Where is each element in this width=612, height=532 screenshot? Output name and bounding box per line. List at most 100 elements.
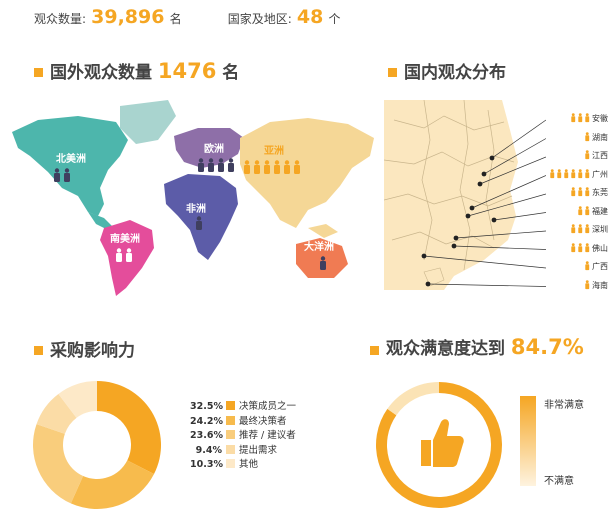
north-america-shape	[12, 116, 128, 216]
legend-value: 9.4%	[195, 444, 222, 456]
province-pins	[421, 119, 546, 287]
province-name: 福建	[592, 206, 608, 216]
legend-item: 23.6% 推荐 / 建议者	[190, 429, 296, 442]
person-icon	[585, 242, 590, 252]
province-leader-line	[427, 283, 546, 287]
person-icon	[578, 224, 583, 234]
person-icon	[571, 168, 576, 178]
province-row: 福建	[546, 205, 612, 219]
province-leader-line	[423, 255, 546, 269]
donut-slice-1	[97, 381, 161, 475]
province-people-icons	[571, 187, 590, 197]
legend-label: 其他	[239, 459, 259, 470]
person-icon	[208, 158, 214, 172]
legend-value: 23.6%	[190, 430, 223, 441]
person-icon	[585, 168, 590, 178]
legend-item: 32.5% 决策成员之一	[190, 400, 296, 413]
person-icon	[585, 205, 590, 215]
province-people-icons	[585, 279, 590, 289]
person-icon	[64, 168, 70, 182]
legend-swatch	[226, 459, 235, 468]
province-row: 深圳	[546, 223, 612, 237]
person-icon	[578, 205, 583, 215]
province-people-icons	[550, 168, 590, 178]
province-leader-line	[471, 175, 546, 209]
person-icon	[294, 160, 300, 174]
province-pin	[451, 243, 457, 249]
section-marker	[34, 68, 43, 77]
domestic-title: 国内观众分布	[404, 63, 506, 83]
section-marker	[388, 68, 397, 77]
province-row: 广西	[546, 260, 612, 274]
person-icon	[54, 168, 60, 182]
person-icon	[218, 158, 224, 172]
region-label-europe: 欧洲	[204, 142, 224, 155]
legend-swatch	[226, 415, 235, 425]
province-pin	[489, 155, 495, 161]
province-name: 深圳	[592, 225, 608, 234]
person-icon	[557, 168, 562, 178]
province-people-icons	[571, 224, 590, 234]
person-icon	[585, 279, 590, 289]
province-people-icons	[571, 113, 590, 123]
donut-slice-2	[70, 460, 155, 509]
person-icon	[578, 168, 583, 178]
donut-slice-5	[58, 381, 97, 418]
province-leader-line	[491, 119, 546, 159]
province-row: 安徽	[546, 112, 612, 126]
province-borders	[384, 100, 515, 271]
legend-swatch	[226, 401, 235, 410]
province-row: 东莞	[546, 186, 612, 200]
person-icon	[578, 242, 583, 252]
regions-unit: 个	[328, 12, 341, 26]
province-people-icons	[585, 131, 590, 141]
person-icon	[578, 187, 583, 197]
person-icon	[254, 160, 260, 174]
scale-low-label: 不满意	[544, 476, 574, 487]
person-icon	[126, 248, 132, 262]
province-pin	[465, 213, 471, 219]
province-leader-line	[479, 156, 546, 185]
legend-value: 32.5%	[190, 401, 223, 412]
thumbs-up-icon	[421, 419, 464, 467]
province-pin	[425, 281, 431, 287]
section-marker	[370, 346, 379, 355]
legend-swatch	[226, 444, 235, 454]
legend-label: 推荐 / 建议者	[239, 430, 296, 441]
region-people-icons	[54, 158, 326, 270]
province-name: 广西	[592, 262, 608, 271]
person-icon	[578, 113, 583, 123]
legend-item: 10.3% 其他	[190, 458, 258, 471]
asia-shape	[240, 118, 374, 228]
purchase-donut-chart	[32, 381, 161, 509]
province-name: 佛山	[592, 243, 608, 253]
region-label-north-america: 北美洲	[56, 152, 86, 165]
region-label-oceania: 大洋洲	[304, 240, 334, 253]
regions-label: 国家及地区:	[227, 12, 292, 26]
satisfaction-scale-bar	[520, 396, 536, 486]
province-leader-line	[453, 245, 546, 250]
stats-bar: 观众数量: 39,896 名 国家及地区: 48 个	[34, 4, 340, 30]
province-row: 湖南	[546, 131, 612, 145]
foreign-unit: 名	[222, 63, 240, 83]
province-pin	[469, 205, 475, 211]
donut-slice-2	[387, 382, 439, 416]
person-icon	[585, 113, 590, 123]
central-america-shape	[88, 212, 112, 230]
province-people-icons	[585, 261, 590, 271]
province-leader-line	[455, 230, 546, 239]
region-label-south-america: 南美洲	[110, 232, 140, 245]
person-icon	[585, 131, 590, 141]
province-pin	[421, 253, 427, 259]
person-icon	[571, 187, 576, 197]
legend-value: 24.2%	[190, 415, 223, 427]
person-icon	[585, 150, 590, 160]
province-leader-line	[467, 193, 546, 217]
province-people-icons	[585, 150, 590, 160]
africa-shape	[164, 174, 238, 260]
province-name: 广州	[592, 169, 608, 179]
region-label-asia: 亚洲	[264, 145, 284, 157]
person-icon	[228, 158, 234, 172]
province-pin	[481, 171, 487, 177]
islands-shape	[308, 224, 338, 238]
